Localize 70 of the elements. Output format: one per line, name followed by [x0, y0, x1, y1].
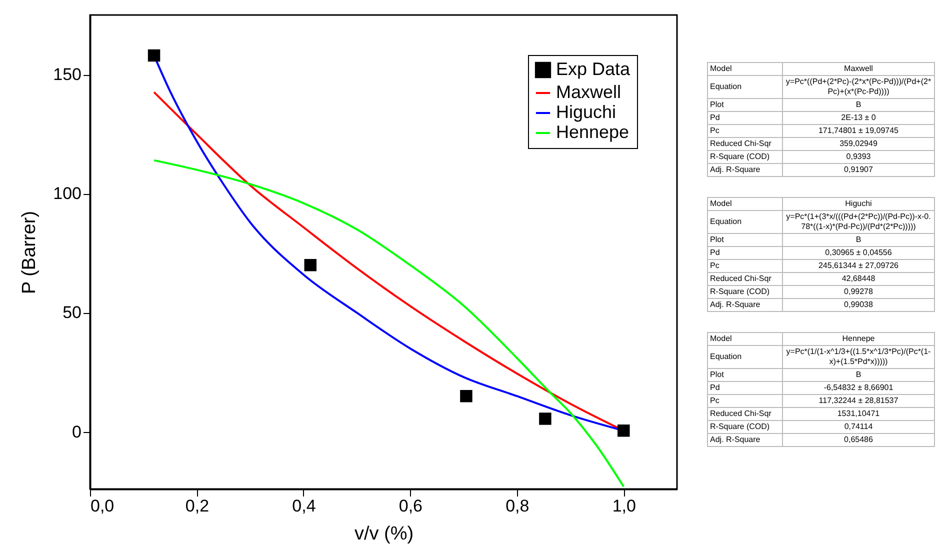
- text: 42,68448: [782, 272, 934, 286]
- text: -6,54832 ± 8,66901: [782, 382, 934, 394]
- text: Maxwell: [782, 62, 934, 76]
- text: B: [782, 98, 934, 112]
- text: Pc: [708, 394, 782, 408]
- text: 0,91907: [782, 164, 934, 176]
- text: y=Pc*(1/(1-x^1/3+((1.5*x^1/3*Pc)/(Pc*(1-x)+(1.5*Pd*x))))): [782, 346, 934, 368]
- text: 0,99038: [782, 298, 934, 312]
- y-tick-label: 150: [53, 65, 82, 84]
- text: 2E-13 ± 0: [782, 112, 934, 124]
- text: Model: [708, 62, 782, 76]
- text: Plot: [708, 234, 782, 246]
- y-tick-label: 0: [72, 422, 82, 442]
- legend-label: Maxwell: [556, 82, 622, 102]
- text: Model: [708, 198, 782, 210]
- text: Reduced Chi-Sqr: [708, 408, 782, 420]
- text: B: [782, 368, 934, 382]
- text: Adj. R-Square: [708, 434, 782, 446]
- text: Hennepe: [782, 332, 934, 346]
- text: Equation: [708, 76, 782, 98]
- x-tick-label: 0,2: [185, 496, 210, 516]
- text: Higuchi: [782, 198, 934, 210]
- text: 0,99278: [782, 286, 934, 298]
- text: Pd: [708, 246, 782, 260]
- point: [460, 390, 472, 402]
- y-tick-label: 50: [62, 303, 82, 322]
- x-axis-title: v/v (%): [354, 524, 414, 544]
- text: 1531,10471: [782, 408, 934, 420]
- text: R-Square (COD): [708, 150, 782, 164]
- text: B: [782, 234, 934, 246]
- text: 0,65486: [782, 434, 934, 446]
- text: Pd: [708, 112, 782, 124]
- line-series: [153, 159, 625, 488]
- y-axis-title: P (Barrer): [19, 210, 40, 294]
- text: y=Pc*(1+(3*x/(((Pd+(2*Pc))/(Pd-Pc))-x-0.78*((1-x)*(Pd-Pc))/(Pd*(2*Pc))))): [782, 210, 934, 234]
- legend-label: Higuchi: [556, 102, 616, 122]
- legend-label: Exp Data: [556, 59, 632, 79]
- text: Pd: [708, 382, 782, 394]
- text: 0,74114: [782, 420, 934, 434]
- text: Reduced Chi-Sqr: [708, 272, 782, 286]
- text: Adj. R-Square: [708, 298, 782, 312]
- text: y=Pc*((Pd+(2*Pc)-(2*x*(Pc-Pd)))/(Pd+(2*Pc)+(x*(Pc-Pd)))): [782, 76, 934, 98]
- text: Reduced Chi-Sqr: [708, 138, 782, 150]
- text: Plot: [708, 98, 782, 112]
- text: Pc: [708, 260, 782, 272]
- text: Equation: [708, 210, 782, 234]
- point: [148, 49, 160, 62]
- text: 171,74801 ± 19,09745: [782, 124, 934, 138]
- x-tick-label: 0,8: [506, 496, 530, 516]
- text: 359,02949: [782, 138, 934, 150]
- text: 245,61344 ± 27,09726: [782, 260, 934, 272]
- text: Plot: [708, 368, 782, 382]
- text: Adj. R-Square: [708, 164, 782, 176]
- x-tick-label: 0,6: [398, 496, 422, 516]
- point: [539, 412, 552, 425]
- text: R-Square (COD): [708, 420, 782, 434]
- x-tick-label: 1,0: [612, 496, 636, 516]
- text: Pc: [708, 124, 782, 138]
- y-tick-label: 100: [53, 184, 82, 204]
- legend-label: Hennepe: [556, 122, 630, 142]
- text: 0,9393: [782, 150, 934, 164]
- text: 117,32244 ± 28,81537: [782, 394, 934, 408]
- x-tick-label: 0,4: [292, 496, 316, 516]
- point: [304, 258, 317, 272]
- text: 0,30965 ± 0,04556: [782, 246, 934, 260]
- point: [618, 424, 630, 437]
- text: R-Square (COD): [708, 286, 782, 298]
- text: Equation: [708, 346, 782, 368]
- text: Model: [708, 332, 782, 346]
- x-tick-label: 0,0: [90, 496, 114, 516]
